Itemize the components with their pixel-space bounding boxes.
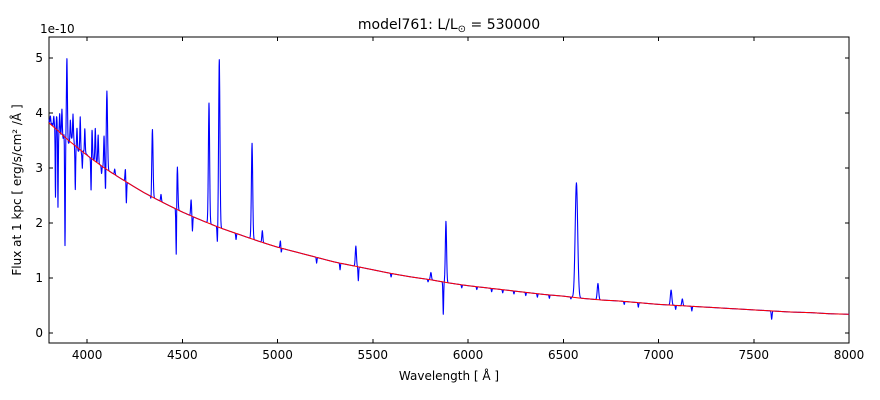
x-tick-label: 8000 [834,348,865,362]
y-tick-label: 5 [35,51,43,65]
y-tick-label: 4 [35,106,43,120]
plot-area [48,36,850,344]
axes-layer: 4000 4500 5000 5500 6000 6500 7000 7500 8000 0 1 2 3… [35,37,864,362]
x-tick-label: 6000 [453,348,484,362]
x-tick-label: 5000 [262,348,293,362]
chart-title: model761: L/L⊙ = 530000 [358,17,540,35]
x-tick-label: 5500 [358,348,389,362]
chart-title-main: model761: L/L [358,17,458,33]
x-tick-label: 4500 [167,348,198,362]
y-axis-label: Flux at 1 kpc [ erg/s/cm² /Å ] [9,104,24,275]
y-tick-label: 3 [35,161,43,175]
continuum-line [48,122,850,315]
solar-symbol: ⊙ [458,24,466,35]
y-axis-offset-text: 1e-10 [40,22,75,36]
x-tick-label: 6500 [548,348,579,362]
x-tick-label: 4000 [72,348,103,362]
y-tick-label: 0 [35,326,43,340]
y-tick-label: 2 [35,216,43,230]
x-tick-label: 7000 [643,348,674,362]
chart-title-rest: = 530000 [466,17,540,33]
x-axis-label: Wavelength [ Å ] [399,368,499,383]
y-tick-label: 1 [35,271,43,285]
x-tick-label: 7500 [738,348,769,362]
